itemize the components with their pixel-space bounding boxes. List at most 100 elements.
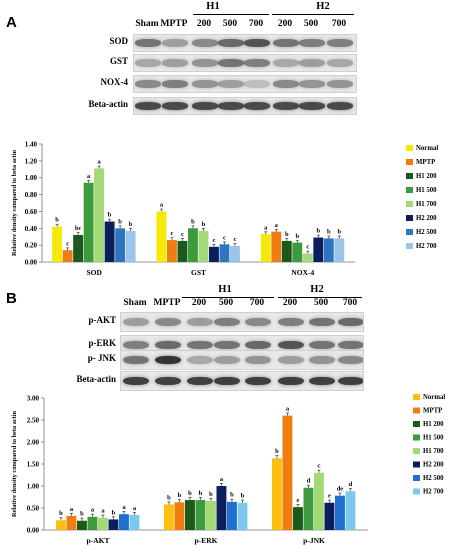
lane-label: 200 (277, 19, 293, 29)
lane-label: Sham (123, 298, 147, 308)
significance-label: c (66, 240, 69, 247)
blot-band (155, 355, 181, 365)
panel-a-letter: A (6, 14, 17, 31)
legend-label: H1 500 (423, 435, 444, 442)
significance-label: b (59, 510, 63, 517)
significance-label: c (213, 237, 216, 244)
blot-strip (133, 34, 357, 52)
bar (345, 491, 356, 530)
y-tick-label: 2.50 (27, 417, 40, 425)
bar (62, 250, 73, 262)
bar (87, 516, 98, 530)
blot-band (327, 59, 353, 67)
x-category-label: NOX-4 (291, 268, 314, 277)
blot-band (135, 59, 161, 67)
lane-label: 200 (191, 298, 207, 308)
bar (115, 228, 126, 262)
legend-label: H1 700 (416, 201, 437, 208)
significance-label: b (209, 491, 213, 498)
blot-band (214, 376, 240, 386)
bar (260, 234, 271, 262)
significance-label: b (202, 221, 206, 228)
y-tick-label: 0.40 (25, 225, 38, 233)
blot-band (338, 355, 363, 365)
legend-swatch (406, 229, 413, 235)
y-tick-label: 1.00 (27, 483, 40, 491)
blot-band (162, 59, 188, 67)
bar (185, 500, 195, 530)
significance-label: c (306, 244, 309, 251)
significance-label: b (241, 493, 245, 500)
lane-label: 700 (249, 298, 265, 308)
blot-band (192, 59, 218, 67)
legend-label: H1 700 (423, 448, 444, 455)
significance-label: a (87, 173, 91, 180)
bar (108, 519, 119, 530)
blot-strip (133, 75, 357, 93)
blot-band (278, 317, 304, 327)
bar (302, 253, 313, 262)
blot-band (299, 102, 325, 110)
significance-label: d (349, 481, 353, 488)
significance-label: b (327, 229, 331, 236)
significance-label: c (223, 234, 226, 241)
bar (292, 242, 303, 262)
bar (56, 520, 66, 530)
bar (334, 238, 345, 262)
blot-band (309, 355, 335, 365)
lane-label: 500 (218, 298, 234, 308)
blot-band (218, 59, 244, 67)
bar (77, 520, 87, 530)
blot-band (214, 317, 240, 327)
legend-label: H2 200 (423, 462, 444, 469)
bar (281, 240, 292, 262)
blot-band (135, 102, 161, 110)
significance-label: e (328, 493, 331, 500)
blot-band (245, 355, 271, 365)
significance-label: a (264, 224, 268, 231)
bar (237, 502, 248, 530)
blot-band (187, 340, 213, 350)
blot-band (278, 340, 304, 350)
legend-label: Normal (416, 145, 438, 152)
significance-label: a (275, 222, 279, 229)
blot-band (187, 317, 213, 327)
lane-label: 700 (248, 19, 264, 29)
bar (188, 228, 198, 262)
blot-band (135, 39, 161, 47)
legend-swatch (413, 407, 420, 414)
legend-swatch (406, 215, 413, 221)
significance-label: b (199, 490, 203, 497)
lane-label: 500 (222, 19, 238, 29)
blot-label: p- JNK (87, 353, 116, 363)
blot-band (244, 39, 270, 47)
blot-strip (120, 312, 364, 332)
blot-band (214, 355, 240, 365)
lane-label: MPTP (160, 19, 188, 29)
lane-label: 700 (342, 298, 358, 308)
bar (167, 240, 177, 262)
legend-label: H2 700 (416, 243, 437, 250)
legend-label: H1 200 (423, 421, 444, 428)
blot-band (309, 317, 335, 327)
significance-label: b (108, 212, 112, 219)
bar (272, 458, 282, 530)
significance-label: a (70, 506, 74, 513)
blot-band (327, 102, 353, 110)
significance-label: c (234, 236, 237, 243)
blot-band (123, 355, 149, 365)
bar (104, 221, 115, 262)
blot-band (123, 340, 149, 350)
significance-label: c (318, 463, 321, 470)
blot-band (244, 80, 270, 88)
blot-band (218, 80, 244, 88)
legend-swatch (406, 159, 413, 165)
blot-band (278, 376, 304, 386)
significance-label: b (275, 448, 279, 455)
bar (198, 230, 209, 262)
legend-swatch (413, 434, 420, 441)
blot-band (162, 102, 188, 110)
blot-band (155, 340, 181, 350)
bar (335, 495, 345, 530)
significance-label: a (101, 508, 105, 515)
